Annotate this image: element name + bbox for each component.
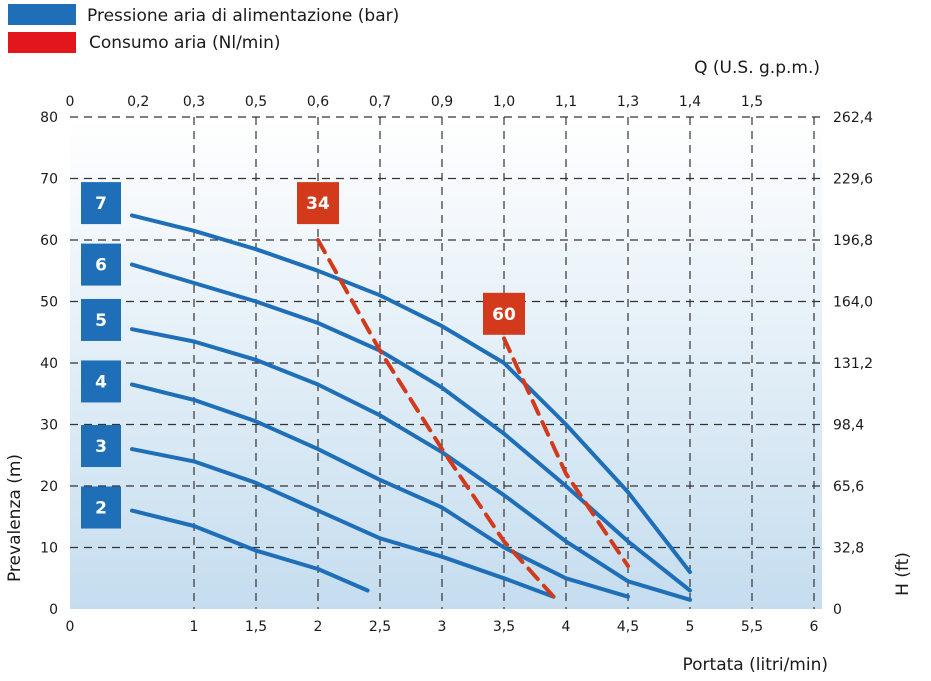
x2-tick-label: 1,1 (555, 94, 577, 110)
badge-label: 7 (95, 194, 107, 214)
x2-tick-label: 0,2 (127, 94, 149, 110)
x2-tick-label: 0,9 (431, 94, 453, 110)
pressure-curve (130, 382, 630, 599)
y-tick-label: 10 (40, 541, 58, 557)
legend-swatch-pressure (8, 4, 76, 25)
x-tick-label: 2 (314, 619, 323, 635)
y-tick-label: 30 (40, 418, 58, 434)
pressure-badge: 5 (81, 298, 121, 341)
badge-label: 5 (95, 311, 107, 331)
pressure-badge: 4 (81, 360, 121, 403)
x-tick-label: 4,5 (617, 619, 639, 635)
x2-tick-label: 1,3 (617, 94, 639, 110)
legend-label-pressure: Pressione aria di alimentazione (bar) (87, 6, 399, 26)
badge-box (81, 243, 121, 286)
pressure-curve (130, 508, 370, 593)
badge-box (297, 182, 339, 225)
pressure-badge: 2 (81, 486, 121, 529)
y2-tick-label: 164,0 (833, 295, 873, 311)
axes: 0 1 1,5 2 2,5 3 3,5 4 4,5 5 5,5 60 0,2 0,3 0,5 0,6 0,7 0,… (40, 94, 873, 635)
x2-tick-label: 0,3 (183, 94, 205, 110)
badge-label: 3 (95, 437, 107, 457)
pressure-curve (130, 327, 692, 602)
y-tick-label: 80 (40, 110, 58, 126)
legend-label-air: Consumo aria (Nl/min) (89, 33, 280, 53)
x2-tick-label: 0,5 (245, 94, 267, 110)
badge-label: 34 (306, 194, 330, 214)
x-tick-label: 3 (438, 619, 447, 635)
pressure-curve (130, 447, 556, 599)
y2-tick-label: 196,8 (833, 233, 873, 249)
x-tick-label: 0 (66, 619, 75, 635)
badge-label: 2 (95, 499, 107, 519)
y2-tick-label: 131,2 (833, 356, 873, 372)
y-tick-label: 20 (40, 479, 58, 495)
y-tick-label: 0 (49, 602, 58, 618)
pressure-badge: 3 (81, 425, 121, 468)
y2-tick-label: 262,4 (833, 110, 873, 126)
y-tick-label: 60 (40, 233, 58, 249)
x2-tick-label: 0 (66, 94, 75, 110)
grid (70, 116, 822, 609)
y2-tick-label: 0 (833, 602, 842, 618)
x2-tick-label: 1,0 (493, 94, 515, 110)
x-tick-label: 4 (562, 619, 571, 635)
air-consumption-badge: 34 (297, 182, 339, 225)
pressure-badge: 7 (81, 182, 121, 225)
pressure-badge: 6 (81, 243, 121, 286)
badge-box (81, 360, 121, 403)
x-tick-label: 5 (686, 619, 695, 635)
badge-box (81, 298, 121, 341)
x2-axis-title: Q (U.S. g.p.m.) (694, 58, 820, 78)
badge-label: 60 (492, 305, 516, 325)
x-tick-label: 1,5 (245, 619, 267, 635)
x-tick-label: 2,5 (369, 619, 391, 635)
x-tick-label: 6 (810, 619, 819, 635)
y-tick-label: 50 (40, 295, 58, 311)
y2-tick-label: 98,4 (833, 418, 864, 434)
y2-axis-title: H (ft) (893, 552, 913, 596)
air-consumption-badge: 60 (483, 292, 525, 335)
y-tick-label: 40 (40, 356, 58, 372)
badge-box (483, 292, 525, 335)
x2-tick-label: 0,7 (369, 94, 391, 110)
pressure-curve (130, 213, 692, 575)
series-layer (130, 213, 692, 602)
legend: Pressione aria di alimentazione (bar) Co… (8, 4, 399, 53)
y2-tick-label: 65,6 (833, 479, 864, 495)
x2-tick-label: 1,5 (741, 94, 763, 110)
badge-label: 4 (95, 372, 107, 392)
series-badges: 7 6 5 4 3 2 34 60 (81, 182, 525, 529)
y2-tick-label: 32,8 (833, 541, 864, 557)
pressure-curve (130, 262, 692, 593)
x-axis-title: Portata (litri/min) (683, 655, 828, 675)
badge-box (81, 486, 121, 529)
x-tick-label: 1 (190, 619, 199, 635)
y-tick-label: 70 (40, 172, 58, 188)
air-consumption-curve (502, 336, 630, 568)
badge-box (81, 182, 121, 225)
badge-label: 6 (95, 256, 107, 276)
air-consumption-curve (316, 238, 556, 599)
y-axis-title: Prevalenza (m) (5, 454, 25, 582)
x2-tick-label: 1,4 (679, 94, 701, 110)
legend-swatch-air (8, 32, 76, 53)
x-tick-label: 3,5 (493, 619, 515, 635)
y2-tick-label: 229,6 (833, 172, 873, 188)
x2-tick-label: 0,6 (307, 94, 329, 110)
badge-box (81, 425, 121, 468)
x-tick-label: 5,5 (741, 619, 763, 635)
